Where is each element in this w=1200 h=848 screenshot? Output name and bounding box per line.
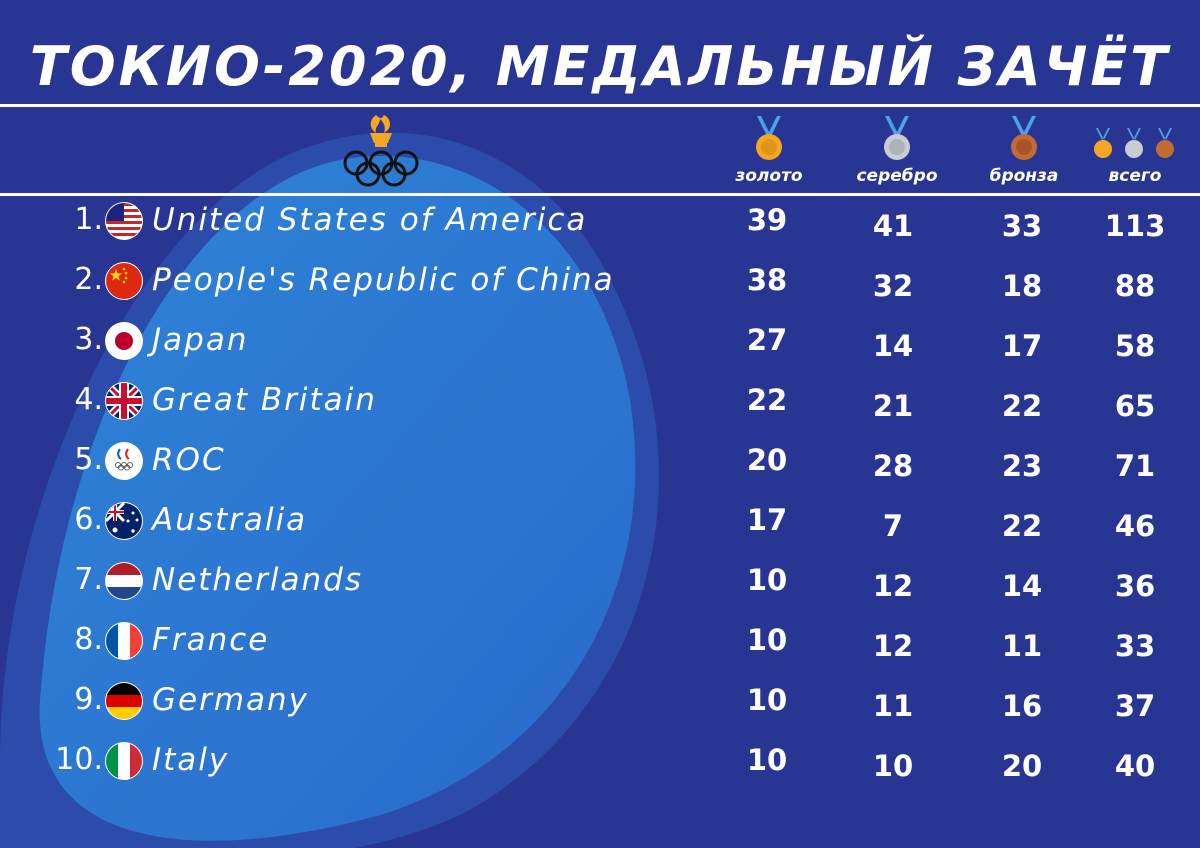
total-count: 36 bbox=[1114, 569, 1156, 603]
netherlands-flag-icon bbox=[105, 562, 143, 600]
column-header-bronze: бронза bbox=[969, 114, 1079, 186]
gold-medal-icon bbox=[756, 116, 782, 160]
rank: 10. bbox=[55, 742, 103, 777]
olympic-torch-rings-icon bbox=[343, 115, 419, 187]
country-name: Japan bbox=[152, 322, 249, 358]
bronze-count: 14 bbox=[1001, 569, 1043, 603]
silver-count: 14 bbox=[872, 329, 914, 363]
country-name: Italy bbox=[152, 742, 230, 778]
page-title: ТОКИО-2020, МЕДАЛЬНЫЙ ЗАЧЁТ bbox=[29, 35, 1171, 98]
gold-count: 27 bbox=[746, 323, 788, 357]
silver-medal-icon bbox=[884, 116, 910, 160]
silver-count: 28 bbox=[872, 449, 914, 483]
rank: 5. bbox=[74, 442, 103, 477]
france-flag-icon bbox=[105, 622, 143, 660]
total-count: 40 bbox=[1114, 749, 1156, 783]
country-name: Great Britain bbox=[152, 382, 377, 418]
table-row: 1. United States of America 39 41 33 113 bbox=[0, 192, 1200, 252]
total-count: 88 bbox=[1114, 269, 1156, 303]
all-medals-icon bbox=[1094, 128, 1174, 158]
column-header-gold: золото bbox=[714, 114, 824, 186]
roc-flag-icon bbox=[105, 442, 143, 480]
germany-flag-icon bbox=[105, 682, 143, 720]
silver-count: 11 bbox=[872, 689, 914, 723]
table-row: 2. People's Republic of China 38 32 18 8… bbox=[0, 252, 1200, 312]
column-header-total: всего bbox=[1080, 114, 1190, 186]
table-row: 8. France 10 12 11 33 bbox=[0, 612, 1200, 672]
gold-count: 17 bbox=[746, 503, 788, 537]
column-label-gold: золото bbox=[735, 166, 803, 186]
bronze-count: 23 bbox=[1001, 449, 1043, 483]
gold-count: 10 bbox=[746, 683, 788, 717]
silver-count: 12 bbox=[872, 569, 914, 603]
total-count: 37 bbox=[1114, 689, 1156, 723]
gold-count: 10 bbox=[746, 743, 788, 777]
australia-flag-icon bbox=[105, 502, 143, 540]
country-name: United States of America bbox=[152, 202, 588, 238]
column-label-silver: серебро bbox=[856, 166, 938, 186]
total-count: 46 bbox=[1114, 509, 1156, 543]
header-divider-top bbox=[0, 104, 1200, 107]
total-count: 113 bbox=[1104, 209, 1166, 243]
table-row: 5. ROC 20 28 23 71 bbox=[0, 432, 1200, 492]
rank: 1. bbox=[74, 202, 103, 237]
rank: 4. bbox=[74, 382, 103, 417]
country-name: ROC bbox=[152, 442, 226, 478]
total-count: 58 bbox=[1114, 329, 1156, 363]
gold-count: 39 bbox=[746, 203, 788, 237]
table-row: 10. Italy 10 10 20 40 bbox=[0, 732, 1200, 792]
gold-count: 22 bbox=[746, 383, 788, 417]
rank: 9. bbox=[74, 682, 103, 717]
total-count: 71 bbox=[1114, 449, 1156, 483]
country-name: Australia bbox=[152, 502, 308, 538]
bronze-count: 22 bbox=[1001, 389, 1043, 423]
column-label-total: всего bbox=[1108, 166, 1162, 186]
italy-flag-icon bbox=[105, 742, 143, 780]
uk-flag-icon bbox=[105, 382, 143, 420]
bronze-count: 33 bbox=[1001, 209, 1043, 243]
rank: 8. bbox=[74, 622, 103, 657]
bronze-count: 17 bbox=[1001, 329, 1043, 363]
table-row: 3. Japan 27 14 17 58 bbox=[0, 312, 1200, 372]
silver-count: 32 bbox=[872, 269, 914, 303]
silver-count: 41 bbox=[872, 209, 914, 243]
gold-count: 20 bbox=[746, 443, 788, 477]
bronze-count: 11 bbox=[1001, 629, 1043, 663]
rank: 3. bbox=[74, 322, 103, 357]
gold-count: 10 bbox=[746, 623, 788, 657]
country-name: France bbox=[152, 622, 270, 658]
silver-count: 10 bbox=[872, 749, 914, 783]
rank: 2. bbox=[74, 262, 103, 297]
total-count: 33 bbox=[1114, 629, 1156, 663]
usa-flag-icon bbox=[105, 202, 143, 240]
column-header-silver: серебро bbox=[842, 114, 952, 186]
table-row: 7. Netherlands 10 12 14 36 bbox=[0, 552, 1200, 612]
total-count: 65 bbox=[1114, 389, 1156, 423]
gold-count: 38 bbox=[746, 263, 788, 297]
bronze-medal-icon bbox=[1011, 116, 1037, 160]
bronze-count: 20 bbox=[1001, 749, 1043, 783]
china-flag-icon bbox=[105, 262, 143, 300]
table-row: 9. Germany 10 11 16 37 bbox=[0, 672, 1200, 732]
rank: 6. bbox=[74, 502, 103, 537]
rank: 7. bbox=[74, 562, 103, 597]
bronze-count: 22 bbox=[1001, 509, 1043, 543]
country-name: Germany bbox=[152, 682, 310, 718]
gold-count: 10 bbox=[746, 563, 788, 597]
country-name: Netherlands bbox=[152, 562, 363, 598]
bronze-count: 18 bbox=[1001, 269, 1043, 303]
silver-count: 12 bbox=[872, 629, 914, 663]
japan-flag-icon bbox=[105, 322, 143, 360]
column-label-bronze: бронза bbox=[989, 166, 1059, 186]
country-name: People's Republic of China bbox=[152, 262, 615, 298]
table-row: 6. Australia 17 7 22 46 bbox=[0, 492, 1200, 552]
silver-count: 21 bbox=[872, 389, 914, 423]
silver-count: 7 bbox=[882, 509, 904, 543]
header-divider-bottom bbox=[0, 193, 1200, 196]
bronze-count: 16 bbox=[1001, 689, 1043, 723]
table-row: 4. Great Britain 22 21 22 65 bbox=[0, 372, 1200, 432]
